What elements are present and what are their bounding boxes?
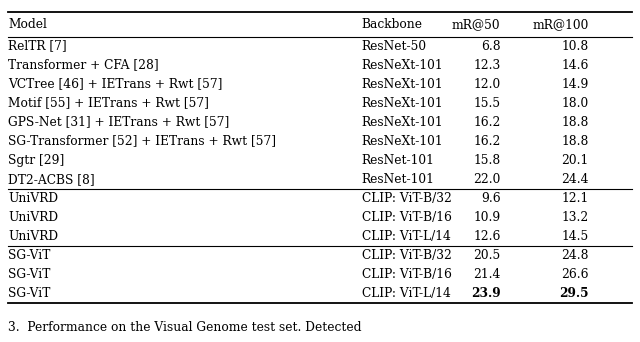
Text: 13.2: 13.2: [561, 211, 589, 224]
Text: 14.9: 14.9: [561, 78, 589, 91]
Text: SG-ViT: SG-ViT: [8, 268, 51, 281]
Text: VCTree [46] + IETrans + Rwt [57]: VCTree [46] + IETrans + Rwt [57]: [8, 78, 223, 91]
Text: 14.5: 14.5: [561, 229, 589, 243]
Text: 26.6: 26.6: [561, 268, 589, 281]
Text: 24.8: 24.8: [561, 249, 589, 262]
Text: SG-ViT: SG-ViT: [8, 249, 51, 262]
Text: 9.6: 9.6: [481, 192, 500, 205]
Text: 10.8: 10.8: [561, 40, 589, 53]
Text: DT2-ACBS [8]: DT2-ACBS [8]: [8, 173, 95, 186]
Text: 18.8: 18.8: [561, 135, 589, 148]
Text: 6.8: 6.8: [481, 40, 500, 53]
Text: 16.2: 16.2: [473, 135, 500, 148]
Text: CLIP: ViT-B/32: CLIP: ViT-B/32: [362, 192, 451, 205]
Text: 20.5: 20.5: [473, 249, 500, 262]
Text: CLIP: ViT-B/32: CLIP: ViT-B/32: [362, 249, 451, 262]
Text: Backbone: Backbone: [362, 18, 422, 31]
Text: Sgtr [29]: Sgtr [29]: [8, 154, 65, 167]
Text: 29.5: 29.5: [559, 287, 589, 300]
Text: ResNet-101: ResNet-101: [362, 173, 435, 186]
Text: 12.6: 12.6: [473, 229, 500, 243]
Text: 15.8: 15.8: [473, 154, 500, 167]
Text: RelTR [7]: RelTR [7]: [8, 40, 67, 53]
Text: 12.3: 12.3: [473, 58, 500, 71]
Text: mR@50: mR@50: [452, 18, 500, 31]
Text: 20.1: 20.1: [561, 154, 589, 167]
Text: ResNeXt-101: ResNeXt-101: [362, 116, 444, 129]
Text: UniVRD: UniVRD: [8, 192, 58, 205]
Text: GPS-Net [31] + IETrans + Rwt [57]: GPS-Net [31] + IETrans + Rwt [57]: [8, 116, 230, 129]
Text: 21.4: 21.4: [473, 268, 500, 281]
Text: 14.6: 14.6: [561, 58, 589, 71]
Text: CLIP: ViT-B/16: CLIP: ViT-B/16: [362, 211, 451, 224]
Text: 16.2: 16.2: [473, 116, 500, 129]
Text: SG-ViT: SG-ViT: [8, 287, 51, 300]
Text: ResNeXt-101: ResNeXt-101: [362, 58, 444, 71]
Text: SG-Transformer [52] + IETrans + Rwt [57]: SG-Transformer [52] + IETrans + Rwt [57]: [8, 135, 276, 148]
Text: mR@100: mR@100: [532, 18, 589, 31]
Text: ResNeXt-101: ResNeXt-101: [362, 135, 444, 148]
Text: 15.5: 15.5: [474, 96, 500, 110]
Text: ResNeXt-101: ResNeXt-101: [362, 78, 444, 91]
Text: CLIP: ViT-L/14: CLIP: ViT-L/14: [362, 287, 451, 300]
Text: 12.1: 12.1: [561, 192, 589, 205]
Text: ResNet-101: ResNet-101: [362, 154, 435, 167]
Text: CLIP: ViT-B/16: CLIP: ViT-B/16: [362, 268, 451, 281]
Text: 18.8: 18.8: [561, 116, 589, 129]
Text: ResNeXt-101: ResNeXt-101: [362, 96, 444, 110]
Text: 3.  Performance on the Visual Genome test set. Detected: 3. Performance on the Visual Genome test…: [8, 321, 362, 334]
Text: ResNet-50: ResNet-50: [362, 40, 427, 53]
Text: 10.9: 10.9: [473, 211, 500, 224]
Text: Motif [55] + IETrans + Rwt [57]: Motif [55] + IETrans + Rwt [57]: [8, 96, 209, 110]
Text: 23.9: 23.9: [471, 287, 500, 300]
Text: CLIP: ViT-L/14: CLIP: ViT-L/14: [362, 229, 451, 243]
Text: Transformer + CFA [28]: Transformer + CFA [28]: [8, 58, 159, 71]
Text: UniVRD: UniVRD: [8, 211, 58, 224]
Text: UniVRD: UniVRD: [8, 229, 58, 243]
Text: 24.4: 24.4: [561, 173, 589, 186]
Text: 18.0: 18.0: [561, 96, 589, 110]
Text: Model: Model: [8, 18, 47, 31]
Text: 22.0: 22.0: [473, 173, 500, 186]
Text: 12.0: 12.0: [473, 78, 500, 91]
